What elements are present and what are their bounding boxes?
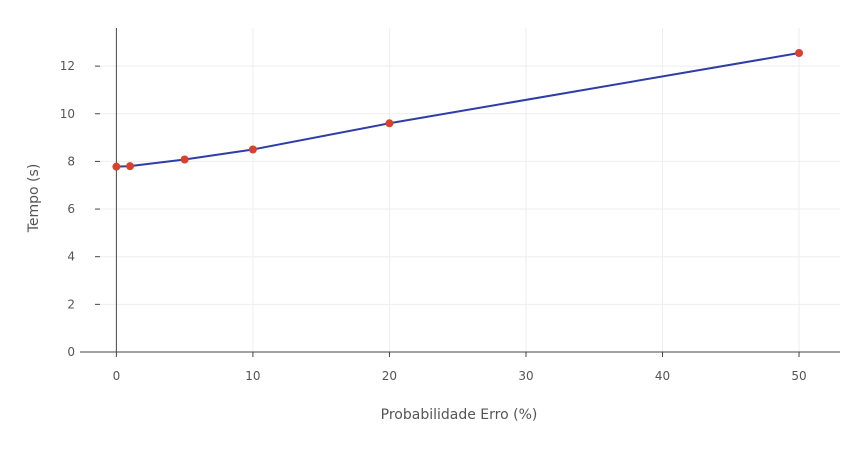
data-point[interactable] xyxy=(795,49,804,58)
x-axis-title: Probabilidade Erro (%) xyxy=(381,407,538,423)
y-tick-label: 6 xyxy=(67,202,75,216)
series-line xyxy=(115,52,801,168)
axes xyxy=(80,28,840,357)
y-tick-label: 0 xyxy=(67,345,75,359)
data-point[interactable] xyxy=(112,162,121,171)
y-tick-label: 4 xyxy=(67,250,75,264)
x-tick-label: 10 xyxy=(245,369,260,383)
tick-labels: 0 10 20 30 40 50 0 2 4 6 8 10 12 xyxy=(60,59,807,383)
y-axis-title: Tempo (s) xyxy=(26,164,42,234)
data-point[interactable] xyxy=(248,145,257,154)
data-point[interactable] xyxy=(126,162,135,171)
data-point[interactable] xyxy=(180,155,189,164)
series-layer xyxy=(115,52,801,168)
x-tick-label: 40 xyxy=(655,369,670,383)
y-tick-label: 12 xyxy=(60,59,75,73)
data-points xyxy=(112,49,804,171)
data-point[interactable] xyxy=(385,119,394,128)
x-tick-label: 20 xyxy=(382,369,397,383)
x-tick-label: 50 xyxy=(791,369,806,383)
y-tick-label: 2 xyxy=(67,297,75,311)
y-tick-label: 10 xyxy=(60,107,75,121)
y-tick-label: 8 xyxy=(67,154,75,168)
x-tick-label: 0 xyxy=(113,369,121,383)
x-tick-label: 30 xyxy=(518,369,533,383)
grid-lines xyxy=(100,28,840,352)
